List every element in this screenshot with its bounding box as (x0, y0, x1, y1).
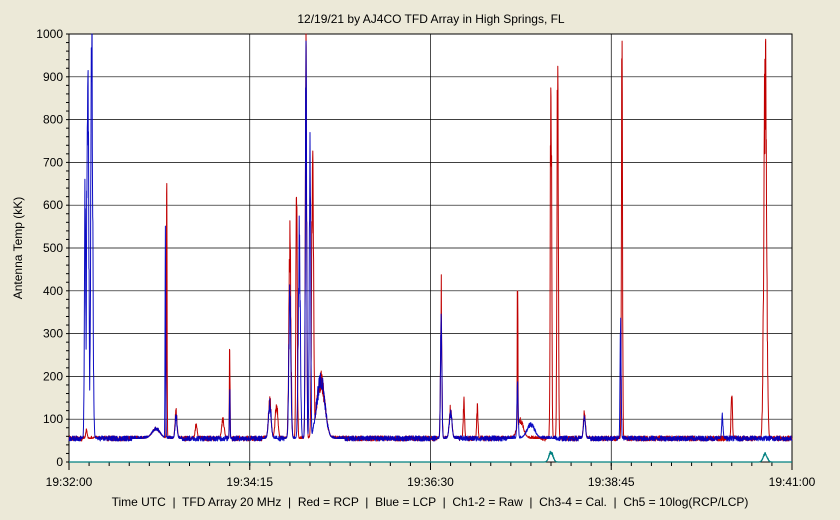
x-tick-labels: 19:32:00 19:34:15 19:36:30 19:38:45 19:41:00 (46, 475, 816, 489)
chart-title: 12/19/21 by AJ4CO TFD Array in High Spri… (297, 12, 565, 26)
y-tick-label: 600 (43, 198, 63, 212)
series-layer (68, 33, 793, 463)
y-tick-label: 100 (43, 412, 63, 426)
x-tick-label: 19:41:00 (769, 475, 816, 489)
y-axis-label: Antenna Temp (kK) (11, 197, 25, 300)
y-tick-label: 800 (43, 113, 63, 127)
y-tick-label: 900 (43, 70, 63, 84)
x-tick-label: 19:36:30 (407, 475, 454, 489)
x-tick-label: 19:38:45 (588, 475, 635, 489)
y-tick-label: 1000 (36, 27, 63, 41)
y-tick-label: 200 (43, 369, 63, 383)
grid (69, 34, 792, 462)
x-tick-label: 19:34:15 (226, 475, 273, 489)
series-ch5-line (68, 450, 793, 463)
x-tick-label: 19:32:00 (46, 475, 93, 489)
y-tick-label: 400 (43, 284, 63, 298)
y-tick-label: 500 (43, 241, 63, 255)
y-tick-label: 700 (43, 155, 63, 169)
minor-ticks (66, 33, 793, 470)
y-tick-label: 0 (56, 455, 63, 469)
y-tick-label: 300 (43, 327, 63, 341)
y-tick-labels: 0 100 200 300 400 500 600 700 800 900 1000 (36, 27, 63, 469)
series-lcp-line (68, 33, 793, 442)
x-axis-footer: Time UTC | TFD Array 20 MHz | Red = RCP … (112, 495, 749, 509)
